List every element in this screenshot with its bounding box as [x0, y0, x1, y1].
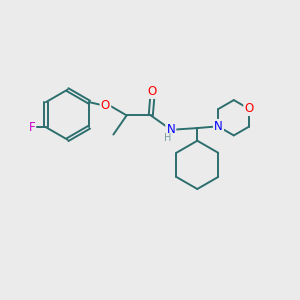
Text: N: N: [214, 120, 223, 133]
Text: O: O: [148, 85, 157, 98]
Text: O: O: [101, 99, 110, 112]
Text: N: N: [167, 123, 175, 136]
Text: O: O: [244, 102, 254, 115]
Text: H: H: [164, 133, 171, 143]
Text: F: F: [28, 121, 35, 134]
